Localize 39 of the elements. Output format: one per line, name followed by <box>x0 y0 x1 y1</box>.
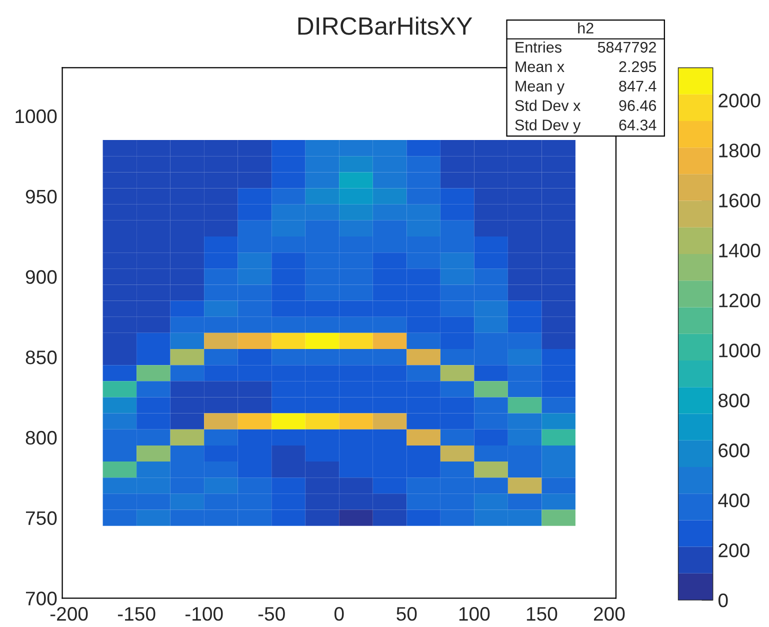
annotation: Mean y <box>516 80 565 95</box>
text: 64.34 <box>619 120 656 130</box>
y-tick-label: 850 <box>26 350 57 364</box>
color-bar-label: 1000 <box>719 344 760 358</box>
annotation: Mean x <box>516 61 564 72</box>
text: h2 <box>578 22 594 34</box>
y-tick-label: 900 <box>26 270 57 284</box>
annotation: Std Dev x <box>515 100 581 112</box>
color-bar-label: 800 <box>718 394 750 408</box>
y-tick-label: 700 <box>26 592 57 606</box>
text: 5847792 <box>598 42 656 53</box>
chart-title: DIRCBarHitsXY <box>298 16 472 35</box>
color-bar-label: 200 <box>718 544 750 558</box>
color-bar-label: 1600 <box>719 194 760 208</box>
color-bar-label: 0 <box>718 594 728 608</box>
color-bar-label: 600 <box>718 444 750 458</box>
x-tick-label: 200 <box>594 607 625 621</box>
x-tick-label: -50 <box>258 607 285 621</box>
y-tick-label: 750 <box>26 511 57 526</box>
text: 2.295 <box>619 61 656 72</box>
x-tick-label: -200 <box>50 607 88 621</box>
color-bar-label: 1400 <box>719 244 760 258</box>
x-tick-label: 0 <box>334 607 344 621</box>
text: 96.46 <box>619 100 656 112</box>
y-tick-label: 950 <box>26 190 57 204</box>
x-tick-label: -150 <box>118 607 156 621</box>
color-bar-label: 1200 <box>719 294 760 308</box>
color-bar-label: 2000 <box>718 94 760 108</box>
x-tick-label: -100 <box>185 607 223 621</box>
x-tick-label: 50 <box>396 607 417 621</box>
color-bar-label: 1800 <box>719 144 760 158</box>
color-bar-label: 400 <box>718 494 750 508</box>
text: 847.4 <box>619 80 656 92</box>
annotation: Std Dev y <box>515 119 581 134</box>
y-tick-label: 800 <box>26 430 57 445</box>
y-tick-label: 1000 <box>16 109 57 124</box>
x-tick-label: 150 <box>526 607 558 621</box>
text: Entries <box>516 41 562 53</box>
x-tick-label: 100 <box>459 607 490 621</box>
